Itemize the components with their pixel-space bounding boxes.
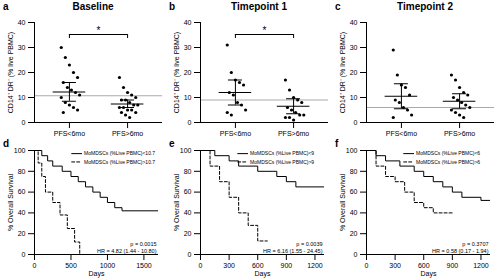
svg-text:Days: Days xyxy=(421,270,437,278)
svg-text:p = 0.0039: p = 0.0039 xyxy=(296,241,322,247)
svg-text:60: 60 xyxy=(18,188,26,195)
svg-text:0: 0 xyxy=(354,119,358,126)
svg-text:*: * xyxy=(263,25,267,36)
svg-text:900: 900 xyxy=(447,262,459,269)
svg-text:40: 40 xyxy=(184,19,192,26)
svg-text:80: 80 xyxy=(18,168,26,175)
svg-text:20: 20 xyxy=(184,69,192,76)
html-text:b: b xyxy=(169,1,176,12)
svg-text:% Overall Survival: % Overall Survival xyxy=(173,173,180,231)
html-text:Timepoint 1: Timepoint 1 xyxy=(231,1,287,12)
svg-text:40: 40 xyxy=(18,19,26,26)
svg-text:CD14⁺ DR⁻ (% live PBMC): CD14⁺ DR⁻ (% live PBMC) xyxy=(339,32,347,113)
svg-text:PFS>6mo: PFS>6mo xyxy=(444,130,475,137)
svg-text:% Overall Survival: % Overall Survival xyxy=(7,173,14,231)
svg-text:MoMDSCs (%Live PBMC)<10.7: MoMDSCs (%Live PBMC)<10.7 xyxy=(84,150,155,156)
svg-text:10: 10 xyxy=(18,94,26,101)
svg-text:0: 0 xyxy=(188,119,192,126)
svg-text:20: 20 xyxy=(350,69,358,76)
svg-text:1000: 1000 xyxy=(100,262,116,269)
svg-text:MoMDSCs (%Live PBMC)>10.7: MoMDSCs (%Live PBMC)>10.7 xyxy=(84,159,155,165)
svg-text:0: 0 xyxy=(22,119,26,126)
svg-text:MoMDSCs (%Live PBMC)<6: MoMDSCs (%Live PBMC)<6 xyxy=(416,150,480,156)
html-text:a: a xyxy=(3,1,9,12)
svg-text:10: 10 xyxy=(350,94,358,101)
svg-text:MoMDSCs (%Live PBMC)<9: MoMDSCs (%Live PBMC)<9 xyxy=(250,150,314,156)
html-text:Timepoint 2: Timepoint 2 xyxy=(397,1,453,12)
svg-text:PFS<6mo: PFS<6mo xyxy=(220,130,251,137)
svg-text:80: 80 xyxy=(184,168,192,175)
svg-text:600: 600 xyxy=(252,262,264,269)
svg-text:CD14⁺ DR⁻ (% live PBMC): CD14⁺ DR⁻ (% live PBMC) xyxy=(7,32,15,113)
svg-text:30: 30 xyxy=(350,44,358,51)
svg-text:300: 300 xyxy=(389,262,401,269)
svg-text:CD14⁺ DR⁻ (% live PBMC): CD14⁺ DR⁻ (% live PBMC) xyxy=(173,32,181,113)
svg-text:60: 60 xyxy=(184,188,192,195)
html-text:c: c xyxy=(335,1,341,12)
svg-text:0: 0 xyxy=(199,262,203,269)
svg-text:600: 600 xyxy=(418,262,430,269)
svg-text:Days: Days xyxy=(255,270,271,278)
svg-text:0: 0 xyxy=(188,251,192,258)
svg-text:p = 0.0015: p = 0.0015 xyxy=(130,241,156,247)
svg-text:PFS<6mo: PFS<6mo xyxy=(386,130,417,137)
svg-text:80: 80 xyxy=(350,168,358,175)
svg-text:MoMDSCs (%Live PBMC)>6: MoMDSCs (%Live PBMC)>6 xyxy=(416,159,480,165)
svg-text:p = 0.3707: p = 0.3707 xyxy=(462,241,488,247)
svg-text:HR = 4.82 (1.44 - 10.80): HR = 4.82 (1.44 - 10.80) xyxy=(97,248,157,254)
svg-text:30: 30 xyxy=(18,44,26,51)
svg-text:PFS>6mo: PFS>6mo xyxy=(112,130,143,137)
svg-text:30: 30 xyxy=(184,44,192,51)
svg-text:PFS<6mo: PFS<6mo xyxy=(54,130,85,137)
svg-text:500: 500 xyxy=(65,262,77,269)
html-text:e: e xyxy=(169,138,175,149)
svg-text:40: 40 xyxy=(350,209,358,216)
svg-text:100: 100 xyxy=(14,147,26,154)
svg-text:40: 40 xyxy=(184,209,192,216)
svg-text:40: 40 xyxy=(350,19,358,26)
svg-text:1200: 1200 xyxy=(307,262,323,269)
svg-text:1200: 1200 xyxy=(473,262,489,269)
svg-text:0: 0 xyxy=(33,262,37,269)
html-text:Baseline: Baseline xyxy=(72,1,114,12)
svg-text:20: 20 xyxy=(18,230,26,237)
svg-text:HR = 6.16 (1.55 - 24.45): HR = 6.16 (1.55 - 24.45) xyxy=(263,248,323,254)
svg-text:900: 900 xyxy=(281,262,293,269)
html-text:d: d xyxy=(3,138,10,149)
svg-text:1500: 1500 xyxy=(136,262,152,269)
svg-text:300: 300 xyxy=(223,262,235,269)
svg-text:HR = 0.58 (0.17 - 1.94): HR = 0.58 (0.17 - 1.94) xyxy=(432,248,489,254)
svg-text:60: 60 xyxy=(350,188,358,195)
svg-text:Days: Days xyxy=(89,270,105,278)
svg-text:PFS>6mo: PFS>6mo xyxy=(278,130,309,137)
svg-text:100: 100 xyxy=(346,147,358,154)
svg-text:0: 0 xyxy=(354,251,358,258)
svg-text:% Overall Survival: % Overall Survival xyxy=(339,173,346,231)
svg-text:*: * xyxy=(97,25,101,36)
svg-text:40: 40 xyxy=(18,209,26,216)
svg-text:MoMDSCs (%Live PBMC)>9: MoMDSCs (%Live PBMC)>9 xyxy=(250,159,314,165)
svg-text:100: 100 xyxy=(180,147,192,154)
html-text:f: f xyxy=(335,138,339,149)
svg-text:10: 10 xyxy=(184,94,192,101)
svg-text:20: 20 xyxy=(18,69,26,76)
svg-text:0: 0 xyxy=(22,251,26,258)
svg-text:20: 20 xyxy=(184,230,192,237)
svg-text:20: 20 xyxy=(350,230,358,237)
svg-text:0: 0 xyxy=(365,262,369,269)
